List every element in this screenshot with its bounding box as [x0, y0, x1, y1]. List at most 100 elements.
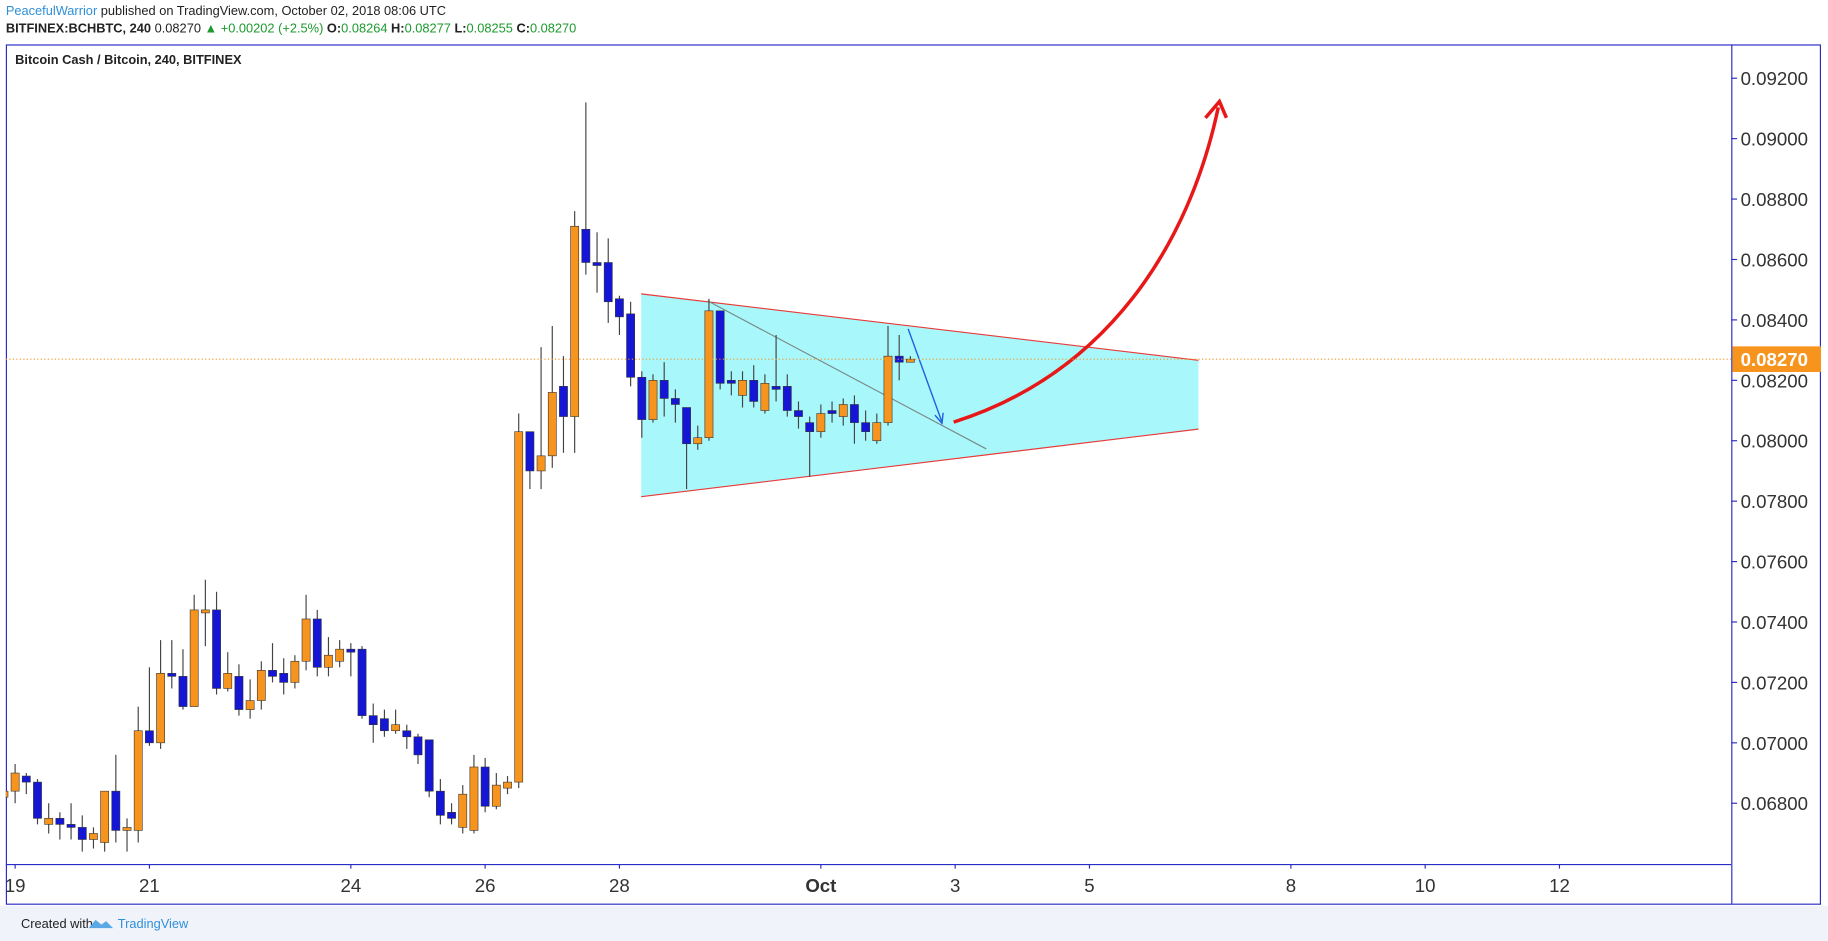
x-tick-label: 28 [609, 875, 630, 896]
candle-body [458, 793, 468, 828]
x-tick-label: 24 [340, 875, 361, 896]
candle-body [33, 781, 42, 819]
candle-body [827, 410, 837, 414]
candle-body [883, 355, 893, 423]
candle-body [335, 648, 345, 662]
candle-body [324, 654, 333, 668]
c-value: 0.08270 [530, 21, 576, 36]
candle-body [525, 431, 535, 472]
candle-body [749, 380, 759, 402]
h-label: H: [391, 21, 405, 36]
x-tick-label: 19 [5, 875, 26, 896]
y-tick-label: 0.07000 [1741, 733, 1808, 754]
o-value: 0.08264 [341, 21, 387, 36]
candle-body [760, 383, 770, 411]
l-label: L: [454, 21, 466, 36]
candle-body [838, 404, 848, 417]
y-tick-label: 0.07600 [1741, 552, 1808, 573]
last-price-box [1732, 346, 1822, 372]
candle-body [480, 766, 490, 807]
candle-body [816, 413, 826, 432]
candle-body [704, 310, 714, 439]
candle-body [715, 310, 725, 384]
candle-body [693, 437, 703, 445]
candle-body [536, 455, 546, 472]
change: ▲ +0.00202 (+2.5%) [205, 21, 324, 36]
candle-body [223, 673, 233, 689]
y-tick-label: 0.07800 [1741, 491, 1808, 512]
candle-body [167, 673, 177, 677]
candle-body [77, 827, 87, 840]
y-tick-label: 0.08400 [1741, 310, 1808, 331]
candle-body [301, 618, 311, 662]
y-tick-label: 0.08600 [1741, 249, 1808, 270]
candle-body [559, 386, 568, 417]
candle-body [906, 358, 915, 363]
x-tick-label: 10 [1415, 875, 1436, 896]
candle-body [738, 380, 747, 396]
candle-body [290, 660, 300, 683]
candle-body [402, 730, 412, 738]
candle-body [861, 422, 870, 432]
c-label: C: [516, 21, 530, 36]
candle-body [156, 673, 165, 744]
last-price-label: 0.08270 [1741, 349, 1808, 370]
candle-body [491, 784, 501, 807]
footer-brand[interactable]: TradingView [118, 916, 189, 931]
footer-bar [0, 905, 1828, 941]
candle-body [726, 380, 736, 384]
chart-frame [5, 44, 1822, 905]
y-tick-label: 0.08800 [1741, 189, 1808, 210]
candle-body [100, 790, 110, 843]
candles [5, 102, 915, 852]
drawings [641, 293, 1199, 498]
triangle-upper [641, 293, 1199, 361]
last: 0.08270 [155, 21, 201, 36]
candle-body [547, 392, 557, 457]
candle-body [10, 772, 20, 792]
triangle-lower [641, 428, 1199, 498]
header-line-1: PeacefulWarrior published on TradingView… [6, 3, 446, 18]
candle-body [805, 422, 815, 432]
candle-body [178, 676, 188, 707]
published: published on TradingView.com, October 02… [101, 3, 446, 18]
candle-body [279, 673, 289, 683]
red-arrow-head [1204, 98, 1229, 119]
candle-body [368, 715, 378, 725]
h-value: 0.08277 [405, 21, 451, 36]
x-tick-label: 21 [139, 875, 160, 896]
candle-body [44, 818, 54, 825]
candle-body [794, 410, 803, 417]
candle-body [581, 228, 591, 263]
l-value: 0.08255 [467, 21, 513, 36]
blue-arrow [907, 328, 943, 423]
candle-body [603, 262, 613, 303]
candle-body [592, 262, 602, 266]
y-tick-label: 0.07200 [1741, 672, 1808, 693]
author[interactable]: PeacefulWarrior [6, 3, 98, 18]
candle-body [424, 739, 434, 792]
header-line-2: BITFINEX:BCHBTC, 240 0.08270 ▲ +0.00202 … [6, 21, 576, 36]
candle-body [615, 298, 624, 318]
candle-body [391, 724, 400, 732]
y-tick-label: 0.08200 [1741, 370, 1808, 391]
x-tick-label: 8 [1286, 875, 1296, 896]
candle-body [200, 609, 210, 614]
candle-body [771, 386, 781, 390]
trend-line [707, 300, 987, 450]
candle-body [671, 398, 680, 405]
candle-body [245, 700, 255, 710]
annotations [907, 98, 1229, 425]
y-tick-label: 0.09000 [1741, 129, 1808, 150]
candle-body [626, 313, 635, 378]
candle-body [312, 618, 322, 668]
candle-body [55, 818, 65, 825]
candle-body [380, 718, 389, 732]
red-arrow [953, 106, 1220, 424]
candle-body [122, 827, 132, 831]
x-tick-label: 5 [1084, 875, 1094, 896]
y-tick-label: 0.08000 [1741, 431, 1808, 452]
candle-body [850, 404, 859, 423]
